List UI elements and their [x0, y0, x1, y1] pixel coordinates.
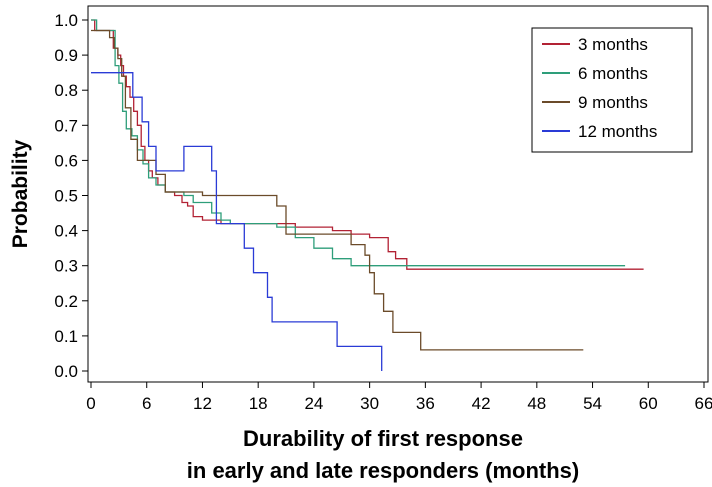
x-axis-title-line1: Durability of first response — [243, 426, 523, 451]
y-tick-label: 0.5 — [54, 187, 78, 206]
legend-label: 6 months — [578, 64, 648, 83]
y-tick-label: 0.8 — [54, 81, 78, 100]
y-tick-label: 1.0 — [54, 11, 78, 30]
series-layer — [91, 19, 644, 371]
x-tick-label: 54 — [583, 394, 602, 413]
x-tick-label: 6 — [142, 394, 151, 413]
y-tick-label: 0.3 — [54, 257, 78, 276]
legend-label: 12 months — [578, 122, 657, 141]
x-tick-label: 12 — [193, 394, 212, 413]
y-tick-label: 0.1 — [54, 327, 78, 346]
y-tick-label: 0.7 — [54, 116, 78, 135]
series-line-4 — [91, 72, 383, 371]
x-tick-label: 18 — [249, 394, 268, 413]
x-tick-label: 36 — [416, 394, 435, 413]
legend-label: 9 months — [578, 93, 648, 112]
y-tick-label: 0.4 — [54, 222, 78, 241]
y-tick-label: 0.2 — [54, 292, 78, 311]
legend-label: 3 months — [578, 35, 648, 54]
y-tick-label: 0.9 — [54, 46, 78, 65]
x-tick-label: 30 — [360, 394, 379, 413]
y-axis-title: Probability — [9, 139, 32, 248]
x-tick-label: 0 — [86, 394, 95, 413]
x-tick-label: 66 — [695, 394, 712, 413]
x-tick-label: 42 — [472, 394, 491, 413]
legend: 3 months 6 months 9 months 12 months — [531, 27, 693, 153]
x-tick-label: 60 — [639, 394, 658, 413]
x-tick-label: 24 — [304, 394, 323, 413]
x-tick-label: 48 — [527, 394, 546, 413]
axes: 0.0 0.1 0.2 0.3 0.4 0.5 0.6 0.7 0.8 0.9 1.0 0 6 12 18 2… — [54, 11, 712, 413]
y-tick-label: 0.0 — [54, 362, 78, 381]
y-tick-label: 0.6 — [54, 151, 78, 170]
x-axis-title-line2: in early and late responders (months) — [187, 458, 579, 483]
series-line-3 — [91, 29, 584, 351]
